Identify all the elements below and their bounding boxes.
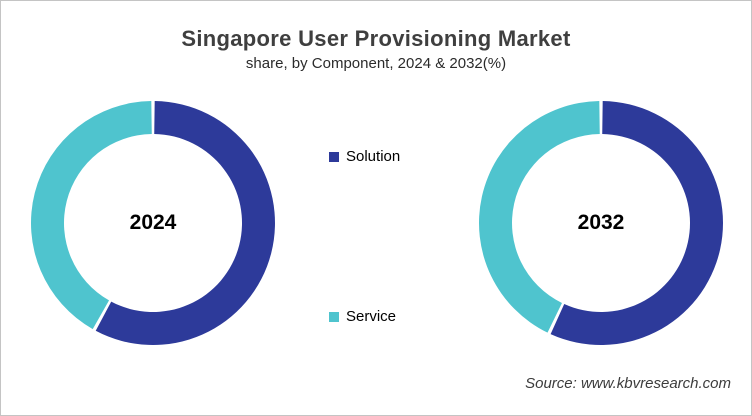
legend-item-solution: Solution xyxy=(329,148,400,165)
chart-subtitle: share, by Component, 2024 & 2032(%) xyxy=(245,55,507,72)
source-credit: Source: www.kbvresearch.com xyxy=(525,375,731,392)
donut-segment-service xyxy=(30,101,152,330)
legend-item-service: Service xyxy=(329,308,396,325)
donut-2032-year-label: 2032 xyxy=(577,211,625,234)
donut-2024-svg xyxy=(30,101,275,345)
donut-chart-2032: 2032 xyxy=(471,93,731,353)
legend-label-service: Service xyxy=(346,308,397,325)
donut-2024-year-label: 2024 xyxy=(129,211,177,234)
donut-segment-solution xyxy=(95,101,275,345)
donut-2032-svg xyxy=(479,101,724,345)
legend-label-solution: Solution xyxy=(346,148,401,165)
donut-chart-2024: 2024 xyxy=(23,93,283,353)
solution-swatch-icon xyxy=(329,151,339,162)
donut-segment-service xyxy=(479,101,600,333)
chart-title: Singapore User Provisioning Market xyxy=(181,26,571,51)
service-swatch-icon xyxy=(329,311,339,322)
donut-segment-solution xyxy=(550,101,724,345)
